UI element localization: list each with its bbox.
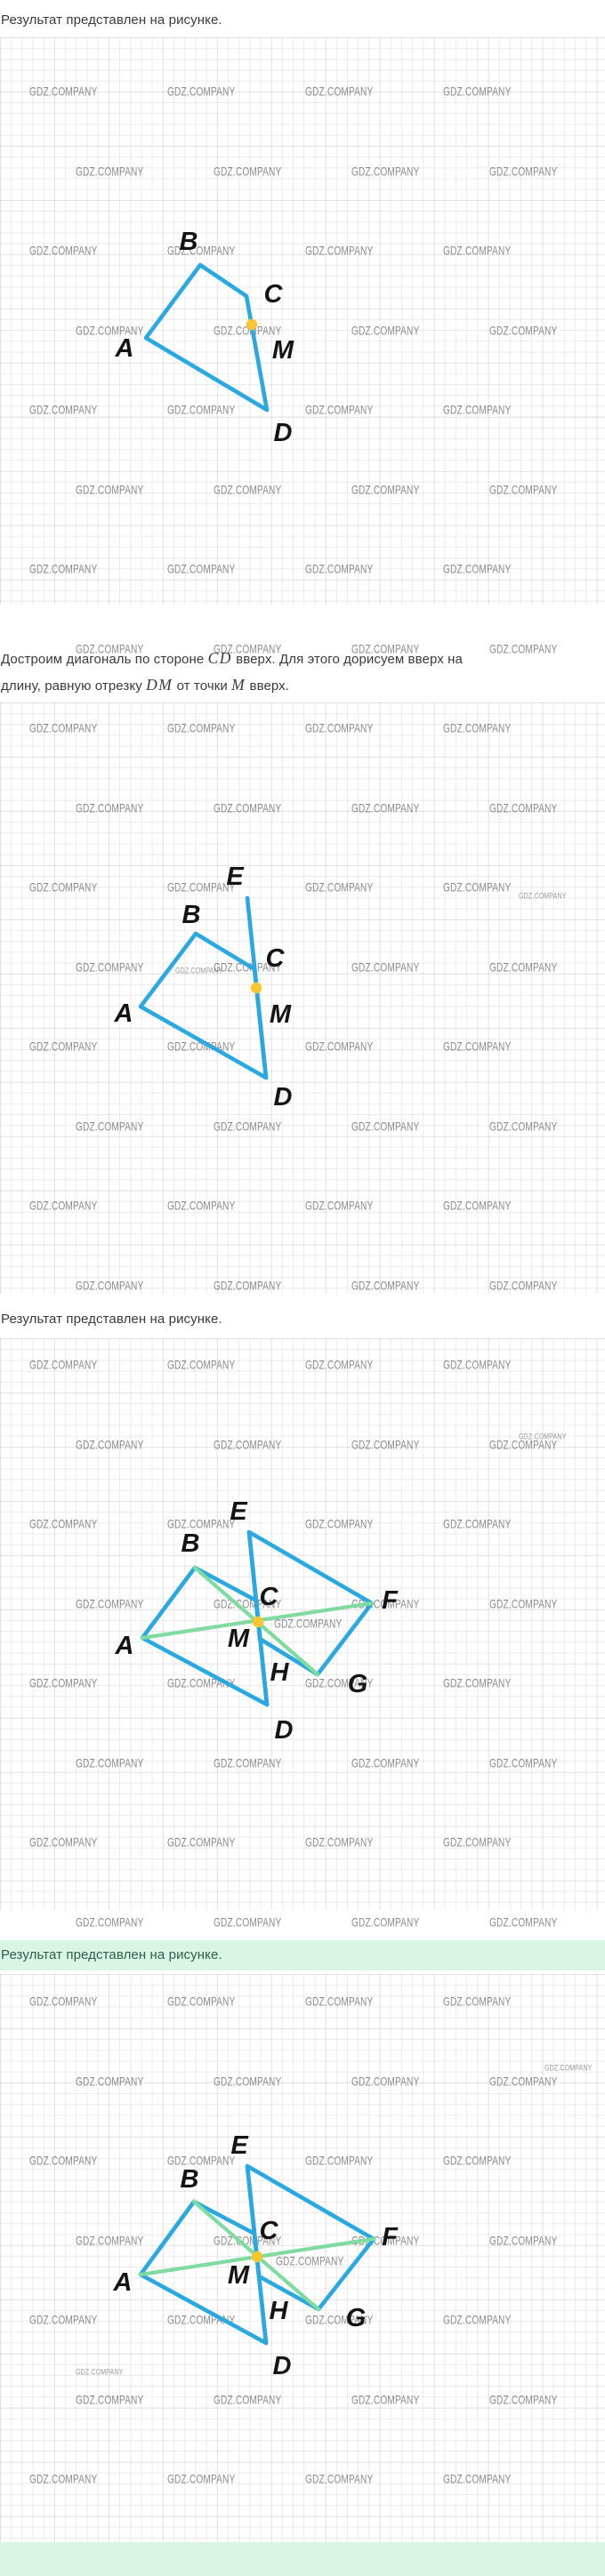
paragraph-text: Результат представлен на рисунке. [1, 12, 222, 28]
watermark-text: GDZ.COMPANY [489, 641, 558, 656]
grid-paper-section-2 [0, 702, 605, 1294]
watermark-text: GDZ.COMPANY [76, 1914, 144, 1930]
answer-highlight-band [0, 1940, 605, 1970]
paragraph-text: от точки [173, 678, 232, 694]
math-term: CD [207, 649, 232, 667]
grid-paper-section-3 [0, 1338, 605, 1910]
paragraph-text: Результат представлен на рисунке. [1, 1312, 222, 1327]
grid-paper-section-1 [0, 37, 605, 605]
paragraph-text: Достроим диагональ по стороне [1, 652, 208, 667]
paragraph-result-final: Результат представлен на рисунке. [1, 1946, 222, 1964]
paragraph-text: вверх. [246, 678, 290, 694]
math-term: DM [146, 676, 173, 694]
paragraph-result-1: Результат представлен на рисунке. [1, 12, 222, 29]
paragraph-text: Результат представлен на рисунке. [1, 1947, 222, 1962]
paragraph-result-2: Результат представлен на рисунке. [1, 1311, 222, 1328]
math-term: M [231, 676, 246, 694]
watermark-text: GDZ.COMPANY [489, 1914, 558, 1930]
paragraph-line: Достроим диагональ по стороне CD вверх. … [1, 645, 463, 671]
paragraph-text: длину, равную отрезку [1, 678, 147, 694]
watermark-text: GDZ.COMPANY [351, 1914, 420, 1930]
watermark-text: GDZ.COMPANY [214, 1914, 282, 1930]
grid-paper-section-4 [0, 1974, 605, 2542]
bottom-highlight-band [0, 2542, 605, 2576]
paragraph-construction: Достроим диагональ по стороне CD вверх. … [1, 645, 463, 698]
paragraph-text: вверх. Для этого дорисуем вверх на [231, 652, 463, 667]
paragraph-line: длину, равную отрезку DM от точки M ввер… [1, 671, 463, 698]
